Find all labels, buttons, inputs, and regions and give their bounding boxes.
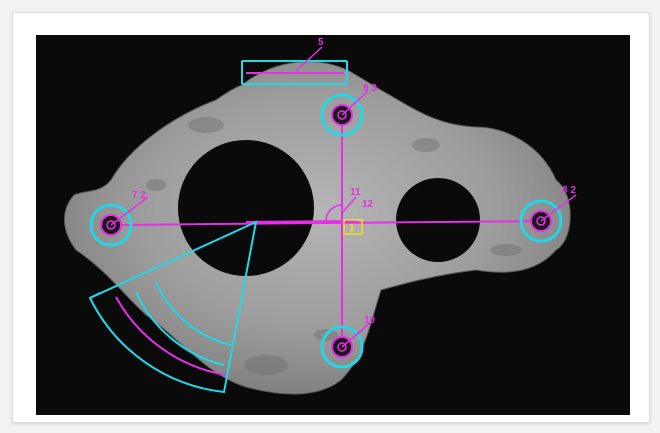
origin-label: 1 (349, 223, 355, 234)
hole-left-label: 7 2 (132, 190, 146, 201)
mounting-hole-bottom (320, 322, 371, 369)
slot-leader-line (295, 46, 323, 72)
origin-marker[interactable] (343, 219, 363, 235)
center-angle-label: 11 (350, 187, 361, 198)
inspection-viewport[interactable]: 5 9 3 7 2 8 2 10 11 12 1 (36, 35, 630, 415)
slot-width-label: 5 (318, 37, 324, 48)
measurement-overlay: 5 9 3 7 2 8 2 10 11 12 1 (64, 37, 577, 395)
small-bore-hole (396, 178, 480, 262)
center-angle-arc (325, 204, 343, 222)
surface-texture (146, 117, 522, 375)
measurement-lines (110, 115, 547, 376)
mounting-hole-right (519, 194, 577, 243)
center-angle-sub-label: 12 (362, 199, 374, 210)
large-bore-hole (178, 140, 314, 276)
metal-plate (64, 61, 571, 395)
center-angle-leader (341, 196, 357, 214)
mounting-hole-top (320, 90, 369, 137)
hole-top-label: 9 3 (363, 83, 377, 94)
hole-right-label: 8 2 (562, 185, 576, 196)
mounting-hole-left (89, 196, 149, 247)
hole-bottom-label: 10 (364, 315, 376, 326)
feature-outlines (88, 60, 348, 394)
